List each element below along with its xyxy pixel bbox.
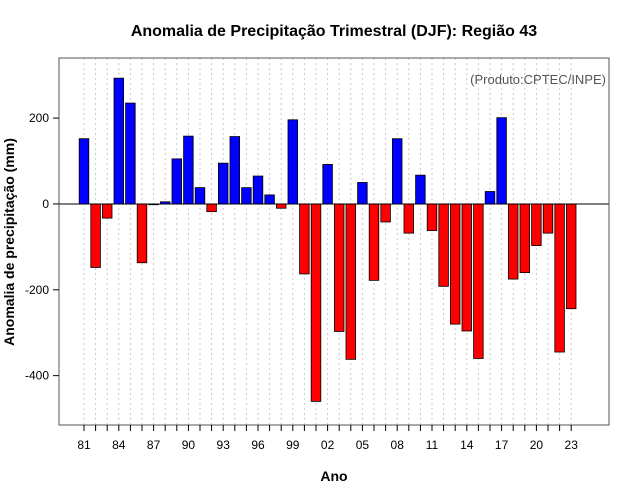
x-tick-label: 87: [147, 438, 161, 452]
bar-92: [206, 203, 217, 213]
bar-09: [403, 203, 415, 234]
bar-04: [345, 203, 357, 360]
bar-11: [426, 203, 438, 231]
bar-08: [391, 138, 403, 205]
x-tick-label: 02: [321, 438, 335, 452]
x-tick-label: 99: [286, 438, 300, 452]
bar-22: [554, 203, 565, 353]
x-tick-label: 23: [565, 438, 579, 452]
chart-title: Anomalia de Precipitação Trimestral (DJF…: [131, 23, 537, 40]
x-tick-label: 08: [391, 438, 405, 452]
bar-90: [183, 135, 194, 205]
plot-frame: [58, 57, 610, 426]
bar-97: [264, 194, 275, 205]
bar-91: [194, 187, 206, 205]
bar-96: [252, 175, 264, 205]
x-tick-label: 11: [426, 438, 439, 452]
y-tick-label: 200: [29, 111, 49, 125]
bar-19: [519, 203, 531, 274]
bar-10: [415, 174, 426, 205]
bar-95: [241, 187, 252, 205]
x-tick-label: 17: [495, 438, 509, 452]
bar-06: [368, 203, 380, 281]
bar-23: [566, 203, 577, 310]
bar-98: [275, 203, 287, 209]
bar-21: [542, 203, 554, 234]
bar-13: [449, 203, 461, 325]
bar-84: [113, 77, 125, 205]
x-tick-label: 84: [112, 438, 126, 452]
bar-17: [496, 117, 507, 205]
bar-00: [299, 203, 310, 275]
grid-lines: [83, 58, 572, 425]
x-tick-label: 14: [460, 438, 474, 452]
credit-label: (Produto:CPTEC/INPE): [470, 72, 606, 87]
y-axis: -400 -200 0 200: [25, 111, 59, 383]
bar-85: [125, 102, 136, 205]
bar-16: [484, 191, 496, 205]
x-tick-label: 93: [217, 438, 231, 452]
x-tick-label: 96: [251, 438, 265, 452]
bars: [78, 77, 577, 402]
x-tick-label: 81: [77, 438, 91, 452]
y-axis-title: Anomalia de precipitação (mm): [1, 138, 17, 346]
x-tick-label: 05: [356, 438, 370, 452]
bar-15: [473, 203, 484, 359]
bar-07: [380, 203, 391, 223]
bar-01: [310, 203, 322, 402]
bar-02: [322, 164, 333, 205]
bar-18: [507, 203, 519, 280]
y-tick-label: 0: [42, 197, 49, 211]
bar-03: [333, 203, 345, 332]
bar-93: [217, 162, 229, 205]
y-tick-label: -400: [25, 369, 49, 383]
x-tick-label: 20: [530, 438, 544, 452]
x-axis-title: Ano: [320, 468, 347, 484]
bar-99: [287, 119, 299, 205]
bar-14: [461, 203, 473, 332]
bar-94: [229, 136, 241, 205]
bar-89: [171, 158, 183, 205]
x-tick-label: 90: [182, 438, 196, 452]
bar-86: [136, 203, 148, 264]
bar-81: [78, 138, 90, 205]
bar-83: [102, 203, 113, 219]
x-axis: 81 84 87 90 93 96 99 02 05 08 11 14 17 20 23: [77, 425, 578, 452]
bar-12: [438, 203, 449, 287]
bar-20: [531, 203, 542, 246]
bar-05: [357, 182, 368, 205]
y-tick-label: -200: [25, 283, 49, 297]
bar-82: [90, 203, 101, 268]
